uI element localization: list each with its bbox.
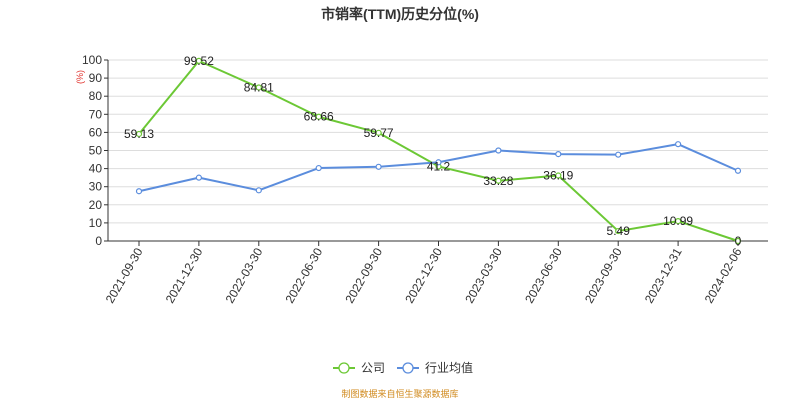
y-tick-label: 90 (89, 71, 103, 85)
y-tick-label: 40 (89, 162, 103, 176)
data-point[interactable] (674, 218, 682, 225)
x-tick-label: 2024-02-06 (702, 245, 745, 305)
data-point[interactable] (435, 159, 442, 166)
data-label: 5.49 (607, 224, 631, 238)
legend-item-1[interactable]: 行业均值 (397, 360, 473, 375)
data-point[interactable] (615, 151, 622, 158)
data-label: 0 (735, 234, 742, 248)
data-point[interactable] (495, 177, 502, 184)
data-point[interactable] (195, 57, 202, 64)
legend-item-0[interactable]: 公司 (333, 361, 385, 375)
data-point[interactable] (615, 227, 622, 235)
y-axis-unit: (%) (75, 70, 85, 84)
x-tick-label: 2022-12-30 (402, 245, 445, 305)
data-label: 84.81 (244, 80, 274, 94)
data-point[interactable] (315, 164, 322, 172)
series-lines (135, 57, 742, 245)
data-point[interactable] (555, 151, 562, 158)
data-label: 41.2 (427, 159, 451, 173)
x-tick-label: 2023-12-31 (642, 245, 685, 305)
x-tick-label: 2023-09-30 (582, 245, 625, 305)
y-tick-label: 10 (89, 216, 103, 230)
x-tick-label: 2023-03-30 (462, 245, 505, 305)
legend[interactable]: 公司 行业均值 (333, 360, 473, 375)
data-point[interactable] (255, 84, 262, 91)
data-source-note: 制图数据来自恒生聚源数据库 (341, 388, 458, 399)
data-label: 99.52 (184, 54, 214, 68)
data-labels: 59.13 99.52 84.81 68.66 59.77 41.2 33.28 36.19 5… (124, 54, 742, 248)
data-label: 10.99 (663, 214, 693, 228)
y-tick-label: 80 (89, 89, 103, 103)
legend-label: 行业均值 (425, 360, 473, 375)
data-point[interactable] (375, 163, 382, 170)
data-label: 59.13 (124, 127, 154, 141)
data-point[interactable] (495, 147, 502, 154)
data-point[interactable] (674, 141, 682, 148)
data-point[interactable] (135, 130, 143, 138)
y-tick-label: 30 (89, 180, 103, 194)
data-point[interactable] (375, 129, 382, 136)
y-tick-label: 100 (82, 53, 102, 67)
y-tick-label: 0 (95, 234, 102, 248)
legend-label: 公司 (361, 361, 385, 375)
data-label: 59.77 (364, 126, 394, 140)
y-tick-label: 70 (89, 107, 103, 121)
x-tick-label: 2022-09-30 (342, 245, 385, 305)
data-point[interactable] (315, 113, 322, 120)
x-tick-label: 2022-03-30 (223, 245, 266, 305)
chart-title: 市销率(TTM)历史分位(%) (321, 6, 479, 22)
legend-swatch-marker (338, 362, 350, 374)
data-point[interactable] (255, 187, 262, 194)
x-tick-label: 2021-12-30 (163, 245, 206, 305)
data-point[interactable] (135, 188, 143, 195)
x-tick-label: 2021-09-30 (103, 245, 146, 305)
x-tick-label: 2022-06-30 (282, 245, 325, 305)
x-tick-label: 2023-06-30 (522, 245, 565, 305)
y-tick-label: 20 (89, 198, 103, 212)
data-point[interactable] (734, 167, 742, 174)
y-tick-label: 60 (89, 125, 103, 139)
legend-swatch-marker (402, 362, 414, 374)
data-label: 68.66 (304, 110, 334, 124)
data-point[interactable] (734, 237, 742, 245)
data-point[interactable] (195, 174, 202, 181)
data-point[interactable] (555, 172, 562, 179)
y-tick-label: 50 (89, 144, 103, 158)
axes: 0 10 20 30 40 50 60 70 80 90 100 2021-09-30 2021-12-… (82, 53, 768, 306)
data-label: 36.19 (543, 168, 573, 182)
grid-lines (108, 59, 768, 224)
data-label: 33.28 (483, 174, 513, 188)
